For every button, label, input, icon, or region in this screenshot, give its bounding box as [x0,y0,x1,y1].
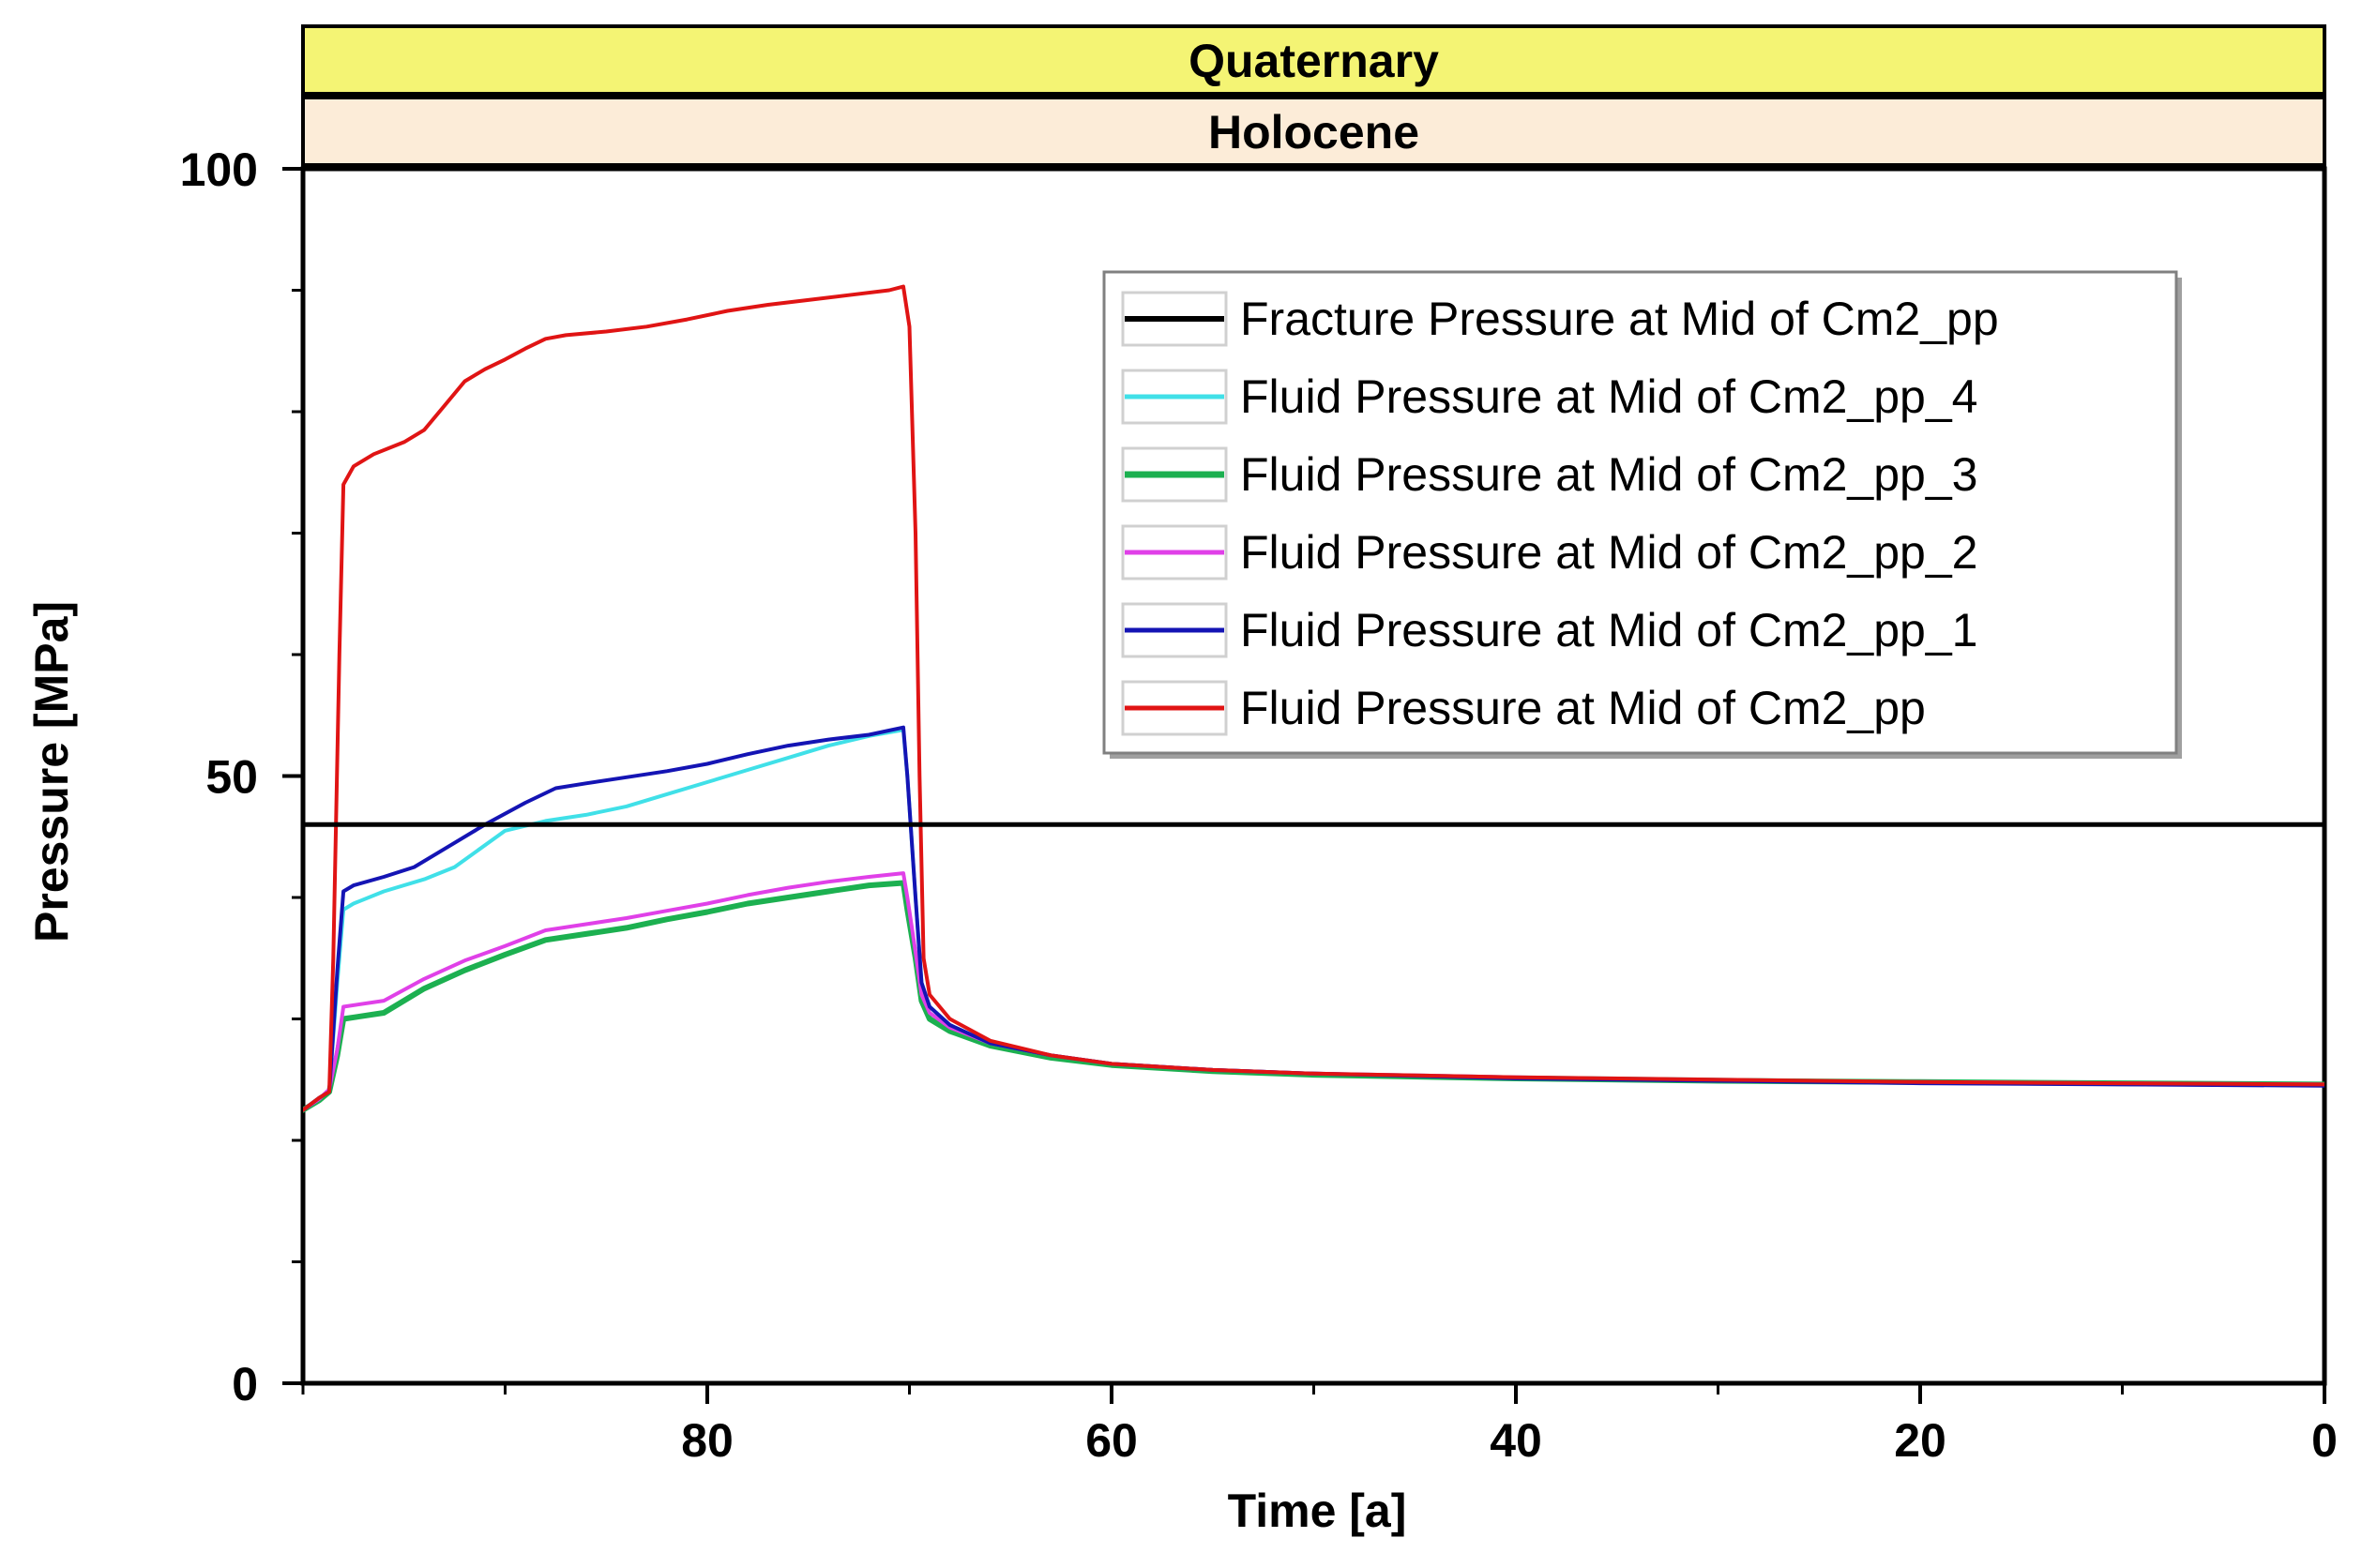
x-tick-label: 0 [2311,1414,2338,1467]
x-tick-label: 20 [1894,1414,1946,1467]
header-bands: Quaternary Holocene [301,24,2326,167]
header-band-quaternary [301,24,2326,96]
y-tick-label: 100 [180,143,258,196]
legend[interactable]: Fracture Pressure at Mid of Cm2_pp Fluid … [1102,270,2182,759]
x-axis-label: Time [a] [1228,1485,1407,1537]
axes: 0 50 100 80 60 40 20 0 [180,143,2338,1467]
header-band-holocene [301,96,2326,167]
legend-box [1102,270,2178,755]
header-band-label: Quaternary [1189,35,1439,87]
y-tick-label: 0 [232,1358,258,1410]
legend-entry-label: Fluid Pressure at Mid of Cm2_pp_3 [1240,448,1977,501]
legend-entry-label: Fluid Pressure at Mid of Cm2_pp_4 [1240,370,1977,423]
legend-entry-label: Fracture Pressure at Mid of Cm2_pp [1240,293,1999,345]
y-tick-label: 50 [205,751,258,804]
y-axis-label: Pressure [MPa] [25,601,78,942]
series-line-5 [303,284,2324,1112]
legend-entry-label: Fluid Pressure at Mid of Cm2_pp_1 [1240,604,1977,656]
series-lines [303,284,2324,1113]
x-tick-label: 80 [681,1414,734,1467]
legend-entry-label: Fluid Pressure at Mid of Cm2_pp [1240,682,1926,734]
header-band-label: Holocene [1208,106,1419,158]
x-tick-label: 60 [1085,1414,1138,1467]
legend-entry-label: Fluid Pressure at Mid of Cm2_pp_2 [1240,526,1977,579]
x-tick-label: 40 [1490,1414,1542,1467]
